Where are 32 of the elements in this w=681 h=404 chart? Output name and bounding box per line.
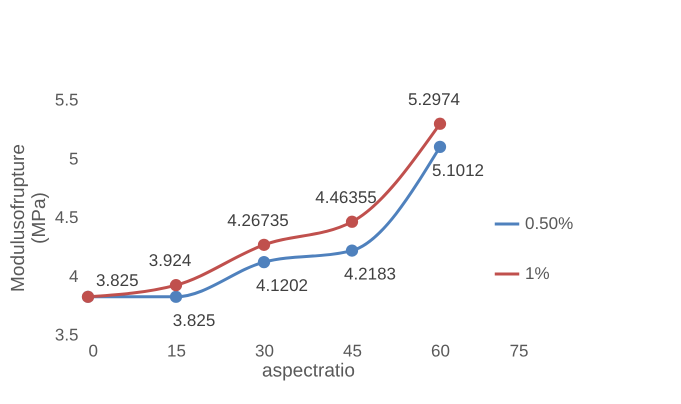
point — [346, 244, 358, 257]
point — [170, 290, 182, 303]
data-label: 4.1202 — [256, 276, 308, 296]
data-label: 3.825 — [172, 310, 216, 330]
point — [434, 140, 446, 153]
y-tick-label: 4.5 — [54, 208, 78, 227]
point — [258, 256, 270, 268]
data-label: 4.26735 — [227, 210, 289, 230]
data-label: 3.924 — [148, 251, 192, 270]
point — [434, 118, 446, 130]
x-tick-label: 0 — [88, 342, 98, 360]
x-tick-label: 75 — [510, 342, 528, 360]
point — [170, 279, 182, 292]
y-tick-label: 3.5 — [54, 326, 78, 344]
point — [258, 238, 270, 251]
y-tick-label: 5.5 — [54, 90, 78, 110]
x-tick-label: 60 — [431, 342, 450, 360]
data-label: 5.2974 — [408, 90, 460, 109]
y-tick-label: 4 — [69, 266, 78, 286]
x-tick-label: 30 — [255, 342, 274, 360]
x-tick-label: 45 — [343, 342, 362, 360]
legend-label: 1% — [525, 264, 550, 283]
x-tick-label: 15 — [167, 342, 186, 360]
y-tick-label: 5 — [69, 149, 78, 168]
point — [346, 216, 358, 228]
x-axis-title: aspectratio — [262, 360, 355, 382]
legend-label: 0.50% — [525, 214, 574, 233]
y-axis-title: Modulusofrupture (MPa) — [8, 144, 50, 292]
data-label: 3.825 — [96, 270, 139, 290]
data-label: 4.2183 — [344, 264, 396, 284]
data-label: 5.1012 — [432, 160, 484, 180]
data-label: 4.46355 — [315, 188, 377, 207]
